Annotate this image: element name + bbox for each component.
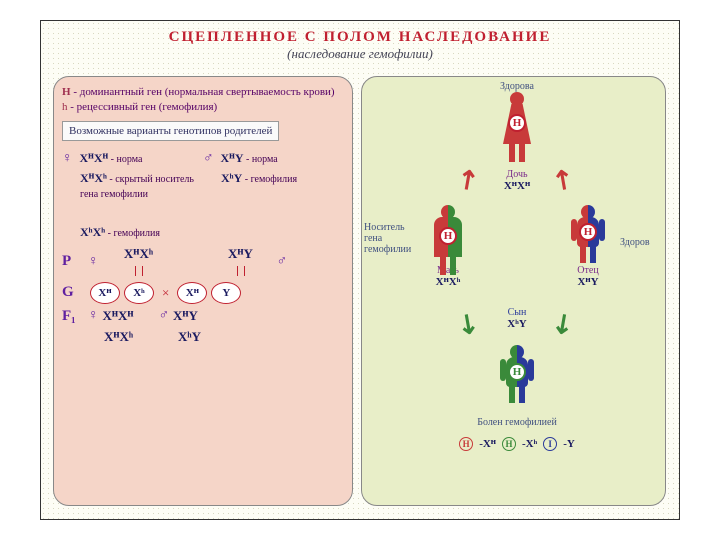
person-icon: H	[499, 345, 535, 405]
note-mother: Носитель гена гемофилии	[364, 222, 414, 255]
variants-caption: Возможные варианты генотипов родителей	[62, 121, 279, 141]
label-bottom: Болен гемофилией	[452, 417, 582, 428]
diagram-frame: СЦЕПЛЕННОЕ С ПОЛОМ НАСЛЕДОВАНИЕ (наследо…	[40, 20, 680, 520]
row-P: P ♀ XᴴXʰ XᴴY ♂	[62, 246, 344, 278]
gamete: Xᴴ	[90, 282, 120, 304]
female-symbol: ♀	[62, 151, 73, 166]
arrow-icon: ↖	[545, 161, 580, 198]
note-father: Здоров	[620, 237, 664, 248]
fig-father: H Отец XᴴY	[548, 205, 628, 288]
label-daughter: Дочь XᴴXᴴ	[482, 169, 552, 192]
genotype-table: ♀ XᴴXᴴ - норма XᴴXʰ - скрытый носитель г…	[62, 151, 344, 240]
row-G: G Xᴴ Xʰ × Xᴴ Y	[62, 282, 344, 304]
legend-H: H - доминантный ген (нормальная свертыва…	[62, 85, 344, 100]
row-F1: F₁ ♀ XᴴXᴴ ♂ XᴴY	[62, 308, 344, 325]
title-block: СЦЕПЛЕННОЕ С ПОЛОМ НАСЛЕДОВАНИЕ (наследо…	[41, 21, 679, 66]
legend-h: h - рецессивный ген (гемофилия)	[62, 100, 344, 115]
person-icon: H	[499, 92, 535, 152]
title-sub: (наследование гемофилии)	[41, 46, 679, 62]
person-icon: H	[430, 205, 466, 265]
gamete: Y	[211, 282, 241, 304]
label-son: Сын XʰY	[482, 307, 552, 330]
color-key: H -Xᴴ H -Xʰ I -Y	[392, 437, 642, 451]
row-F1b: XᴴXʰ XʰY	[104, 329, 344, 345]
cross-section: P ♀ XᴴXʰ XᴴY ♂ G Xᴴ Xʰ × Xᴴ Y F₁ ♀ Xᴴ	[62, 246, 344, 345]
arrow-icon: ↘	[450, 305, 485, 342]
panel-pedigree: Здорова H Дочь XᴴXᴴ H Мать XᴴXʰ Носител	[361, 76, 666, 506]
fig-top-healthy: Здорова H	[482, 81, 552, 152]
gamete: Xᴴ	[177, 282, 207, 304]
panel-genotypes: H - доминантный ген (нормальная свертыва…	[53, 76, 353, 506]
person-icon: H	[570, 205, 606, 265]
title-main: СЦЕПЛЕННОЕ С ПОЛОМ НАСЛЕДОВАНИЕ	[41, 29, 679, 46]
gamete: Xʰ	[124, 282, 154, 304]
fig-mother: H Мать XᴴXʰ	[408, 205, 488, 288]
fig-bottom-sick: H	[482, 345, 552, 405]
arrow-icon: ↗	[450, 161, 485, 198]
male-symbol: ♂	[203, 151, 214, 166]
